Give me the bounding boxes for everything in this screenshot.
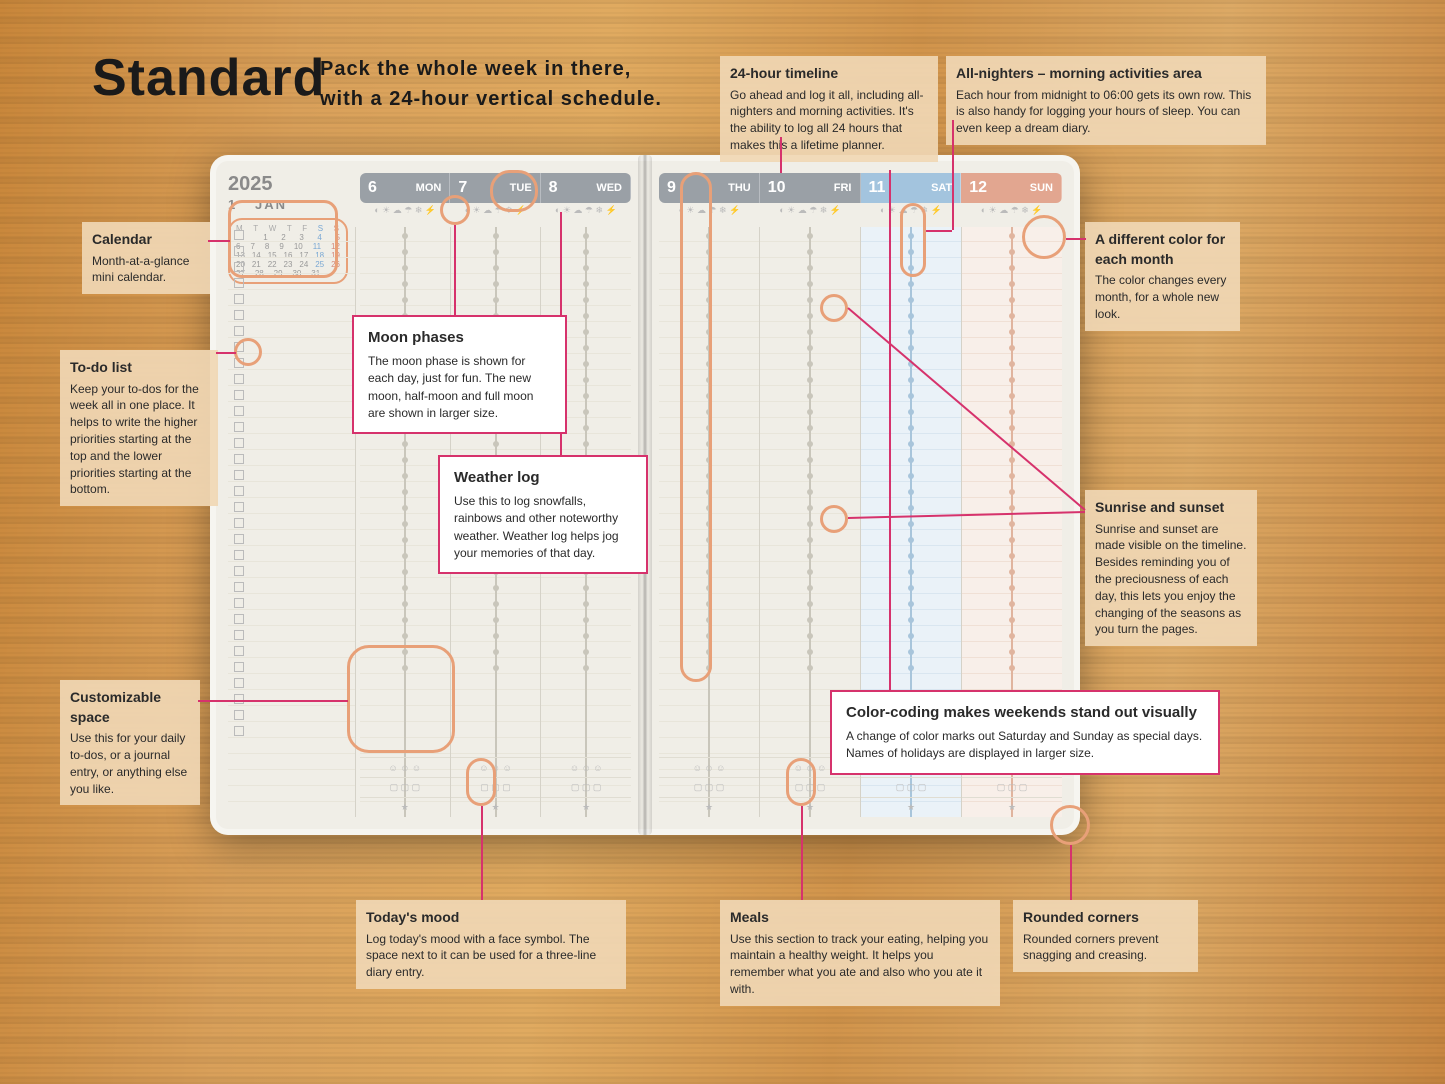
year: 2025 <box>228 173 273 195</box>
weather-icons: ◐ ☀ ☁ ☂ ❄ ⚡ <box>450 205 540 219</box>
headline: Standard <box>92 48 325 108</box>
tagline-line-1: Pack the whole week in there, <box>320 58 631 80</box>
weather-icons: ◐ ☀ ☁ ☂ ❄ ⚡ <box>360 205 450 219</box>
weather-icons: ◐ ☀ ☁ ☂ ❄ ⚡ <box>861 205 962 219</box>
weather-icons: ◐ ☀ ☁ ☂ ❄ ⚡ <box>961 205 1062 219</box>
weather-icons: ◐ ☀ ☁ ☂ ❄ ⚡ <box>760 205 861 219</box>
notebox-weekend: Color-coding makes weekends stand out vi… <box>830 690 1220 775</box>
callout-calendar: Calendar Month-at-a-glance mini calendar… <box>82 222 210 294</box>
connector <box>481 806 483 900</box>
weather-icon-row-right: ◐ ☀ ☁ ☂ ❄ ⚡ ◐ ☀ ☁ ☂ ❄ ⚡ ◐ ☀ ☁ ☂ ❄ ⚡ ◐ ☀ … <box>659 205 1062 219</box>
month-abbr: JAN <box>255 197 287 212</box>
day-fri: 10FRI <box>760 173 861 203</box>
callout-timeline: 24-hour timeline Go ahead and log it all… <box>720 56 938 162</box>
headline-text: Standard <box>92 48 325 108</box>
day-thu: 9THU <box>659 173 760 203</box>
callout-custom: Customizable space Use this for your dai… <box>60 680 200 805</box>
connector <box>801 806 803 900</box>
callout-monthcolor: A different color for each month The col… <box>1085 222 1240 331</box>
connector <box>780 137 782 173</box>
notebox-weather: Weather log Use this to log snowfalls, r… <box>438 455 648 574</box>
callout-todo: To-do list Keep your to-dos for the week… <box>60 350 218 506</box>
col-thu: ☺ ☺ ☺▢ ▢ ▢★ <box>659 227 759 817</box>
connector <box>1066 238 1086 240</box>
notebox-moon: Moon phases The moon phase is shown for … <box>352 315 567 434</box>
callout-mood: Today's mood Log today's mood with a fac… <box>356 900 626 989</box>
connector <box>926 230 952 232</box>
callout-rounded: Rounded corners Rounded corners prevent … <box>1013 900 1198 972</box>
month-number: 1 <box>228 197 237 212</box>
day-mon: 6MON <box>360 173 450 203</box>
weather-icons: ◐ ☀ ☁ ☂ ❄ ⚡ <box>659 205 760 219</box>
day-sun: 12SUN <box>961 173 1062 203</box>
connector <box>1070 845 1072 900</box>
todo-strip <box>228 227 356 817</box>
day-sat: 11SAT <box>861 173 962 203</box>
day-strip-right: 9THU 10FRI 11SAT 12SUN <box>659 173 1062 203</box>
callout-meals: Meals Use this section to track your eat… <box>720 900 1000 1006</box>
connector <box>198 700 348 702</box>
connector <box>454 225 456 315</box>
tagline: Pack the whole week in there, with a 24-… <box>320 54 662 114</box>
tagline-line-2: with a 24-hour vertical schedule. <box>320 88 662 110</box>
weather-icon-row-left: ◐ ☀ ☁ ☂ ❄ ⚡ ◐ ☀ ☁ ☂ ❄ ⚡ ◐ ☀ ☁ ☂ ❄ ⚡ <box>360 205 631 219</box>
callout-sunrise: Sunrise and sunset Sunrise and sunset ar… <box>1085 490 1257 646</box>
day-strip-left: 6MON 7TUE 8WED <box>360 173 631 203</box>
connector <box>216 352 236 354</box>
callout-allnight: All-nighters – morning activities area E… <box>946 56 1266 145</box>
connector <box>208 240 230 242</box>
connector <box>952 120 954 230</box>
weather-icons: ◐ ☀ ☁ ☂ ❄ ⚡ <box>541 205 631 219</box>
day-wed: 8WED <box>541 173 631 203</box>
day-tue: 7TUE <box>450 173 540 203</box>
